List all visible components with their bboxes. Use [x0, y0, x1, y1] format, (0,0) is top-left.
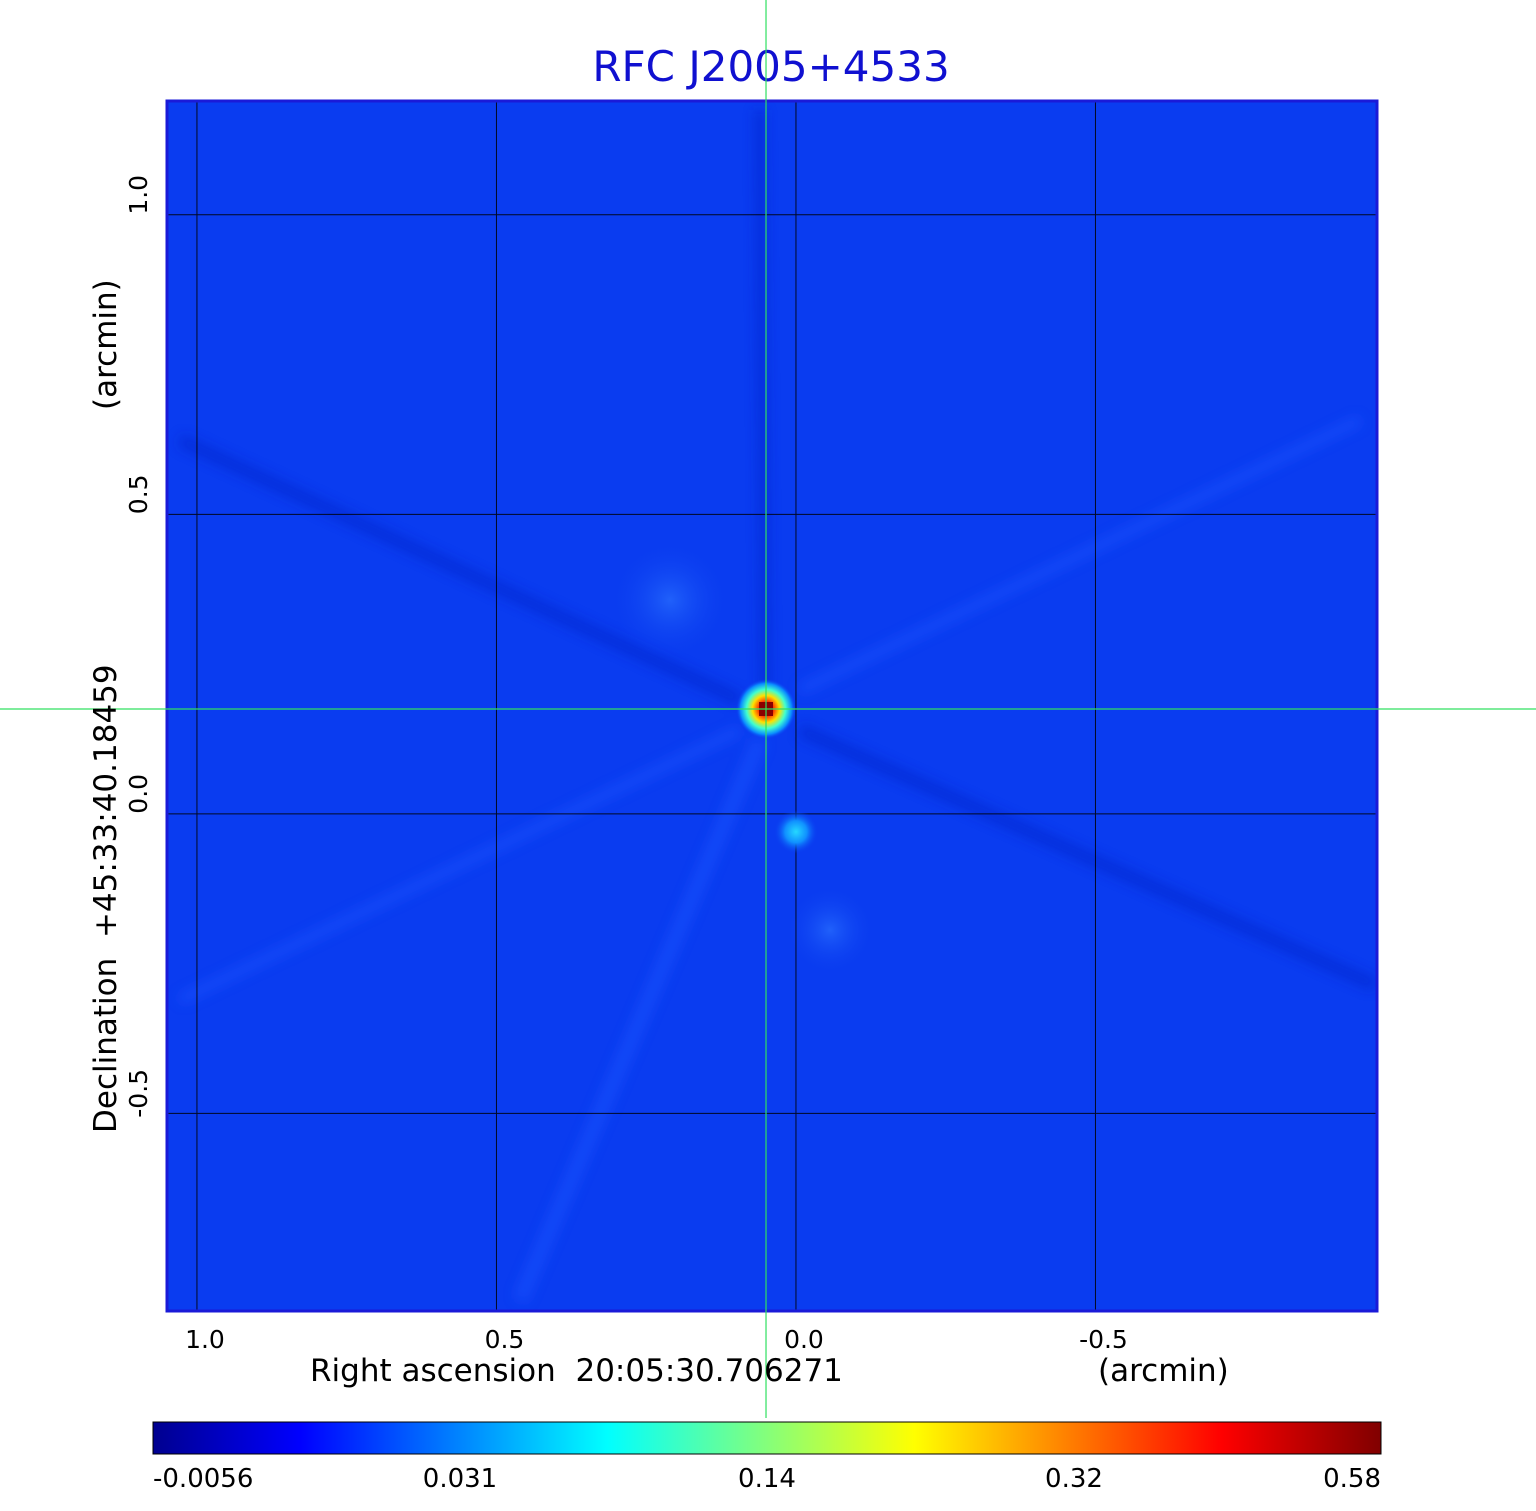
y-tick-label: 0.0 [124, 774, 153, 814]
chart-title: RFC J2005+4533 [592, 42, 949, 91]
colorbar-tick-label: 0.14 [738, 1464, 796, 1494]
y-tick-label: 1.0 [124, 175, 153, 215]
grid [167, 101, 1377, 1311]
colorbar-tick-label: 0.32 [1045, 1464, 1103, 1494]
colorbar-tick-label: 0.031 [423, 1464, 497, 1494]
x-axis-label: Right ascension 20:05:30.706271 [310, 1353, 843, 1389]
x-tick-label: -0.5 [1079, 1325, 1128, 1354]
y-tick-labels: 1.0 0.5 0.0 -0.5 [124, 175, 153, 1118]
heatmap-image [167, 101, 1377, 1311]
crosshair [0, 0, 1536, 1418]
colorbar-tick-label: 0.58 [1323, 1464, 1381, 1494]
x-axis-unit: (arcmin) [1098, 1353, 1229, 1389]
y-tick-label: -0.5 [124, 1069, 153, 1118]
colorbar [152, 1421, 1382, 1455]
colorbar-tick-labels: -0.0056 0.031 0.14 0.32 0.58 [153, 1464, 1381, 1494]
x-tick-label: 1.0 [185, 1325, 225, 1354]
y-axis-unit: (arcmin) [88, 279, 124, 410]
faint-emission [610, 540, 730, 660]
x-tick-labels: 1.0 0.5 0.0 -0.5 [185, 1325, 1128, 1354]
y-axis-label: Declination +45:33:40.18459 [88, 664, 124, 1133]
plot-frame [165, 99, 1379, 1313]
x-tick-label: 0.0 [784, 1325, 824, 1354]
component-source [773, 809, 818, 854]
y-tick-label: 0.5 [124, 474, 153, 514]
x-tick-label: 0.5 [485, 1325, 525, 1354]
colorbar-tick-label: -0.0056 [153, 1464, 253, 1494]
faint-emission [785, 885, 875, 975]
